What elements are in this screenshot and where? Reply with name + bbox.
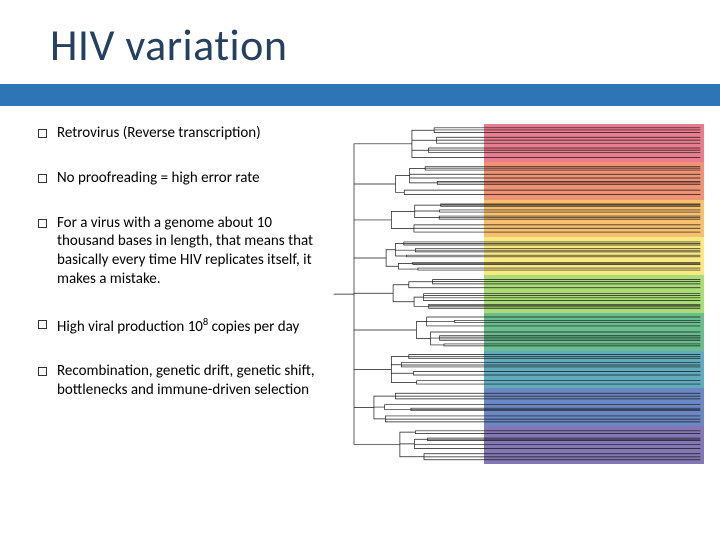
list-item: Retrovirus (Reverse transcription) [38,124,316,143]
list-item: For a virus with a genome about 10 thous… [38,214,316,289]
bullet-icon [38,320,47,329]
list-item: No proofreading = high error rate [38,169,316,188]
bullet-text: Retrovirus (Reverse transcription) [57,124,261,143]
bullet-list: Retrovirus (Reverse transcription) No pr… [38,124,316,484]
bullet-text: No proofreading = high error rate [57,169,260,188]
bullet-icon [38,129,47,138]
list-item: Recombination, genetic drift, genetic sh… [38,362,316,400]
bullet-icon [38,367,47,376]
bullet-text: For a virus with a genome about 10 thous… [57,214,316,289]
bullet-text: Recombination, genetic drift, genetic sh… [57,362,316,400]
phylogenetic-tree-figure [324,124,704,484]
list-item: High viral production 108 copies per day [38,315,316,337]
accent-bar [0,84,720,106]
bullet-text: High viral production 108 copies per day [57,315,299,337]
phylogenetic-tree [324,124,704,464]
page-title: HIV variation [50,18,720,72]
bullet-icon [38,219,47,228]
bullet-icon [38,174,47,183]
